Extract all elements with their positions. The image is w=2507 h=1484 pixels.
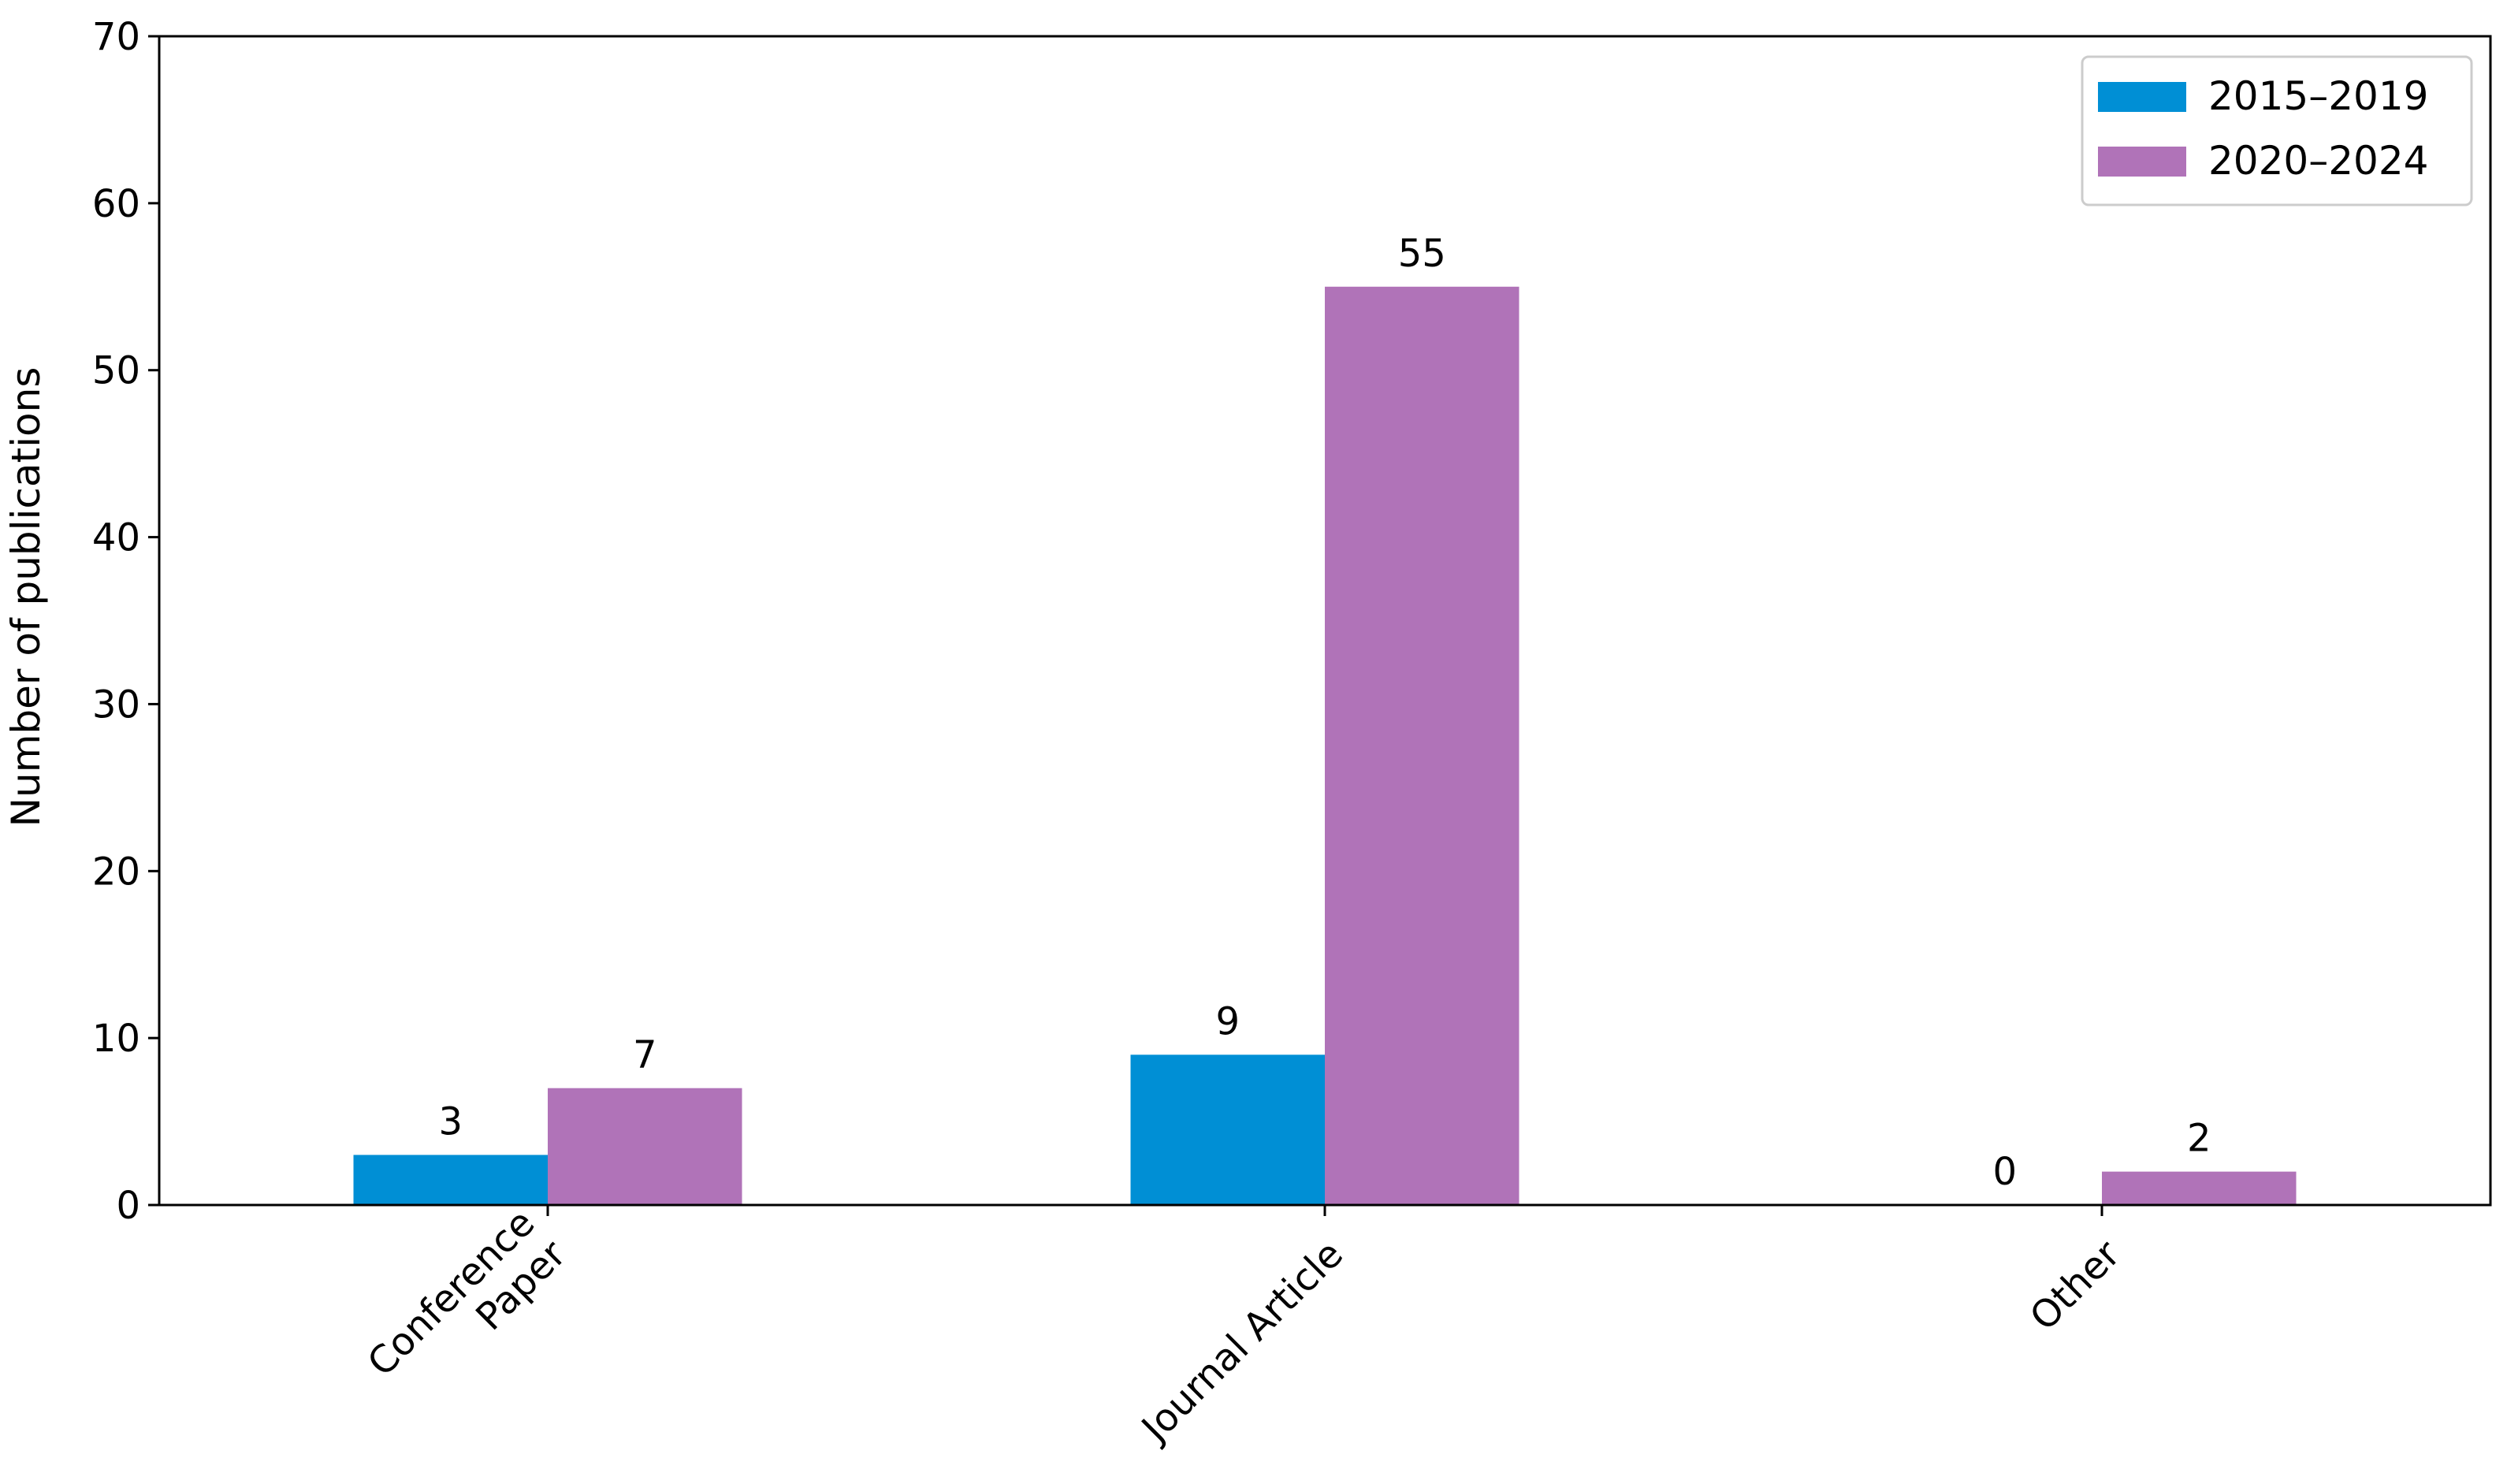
legend-label: 2020–2024 [2208,138,2429,184]
x-category-label: Other [2022,1232,2129,1339]
x-category-label-line: Journal Article [1132,1232,1352,1452]
legend-swatch [2098,82,2186,112]
bar-value-label: 7 [633,1033,657,1077]
bar-value-label: 55 [1398,232,1446,276]
x-category-label-line: Other [2022,1232,2129,1339]
bar-value-label: 9 [1215,999,1240,1043]
bar-value-label: 2 [2187,1117,2211,1161]
bar-value-label: 0 [1992,1150,2017,1194]
x-category-label: Journal Article [1132,1232,1352,1452]
data-labels-layer: 3 7 9 55 0 2 [438,232,2211,1194]
bar-series-2 [1325,286,1519,1206]
y-tick-label: 10 [92,1017,140,1061]
bar-series-1 [1130,1054,1325,1205]
y-tick-label: 30 [92,682,140,727]
legend-swatch [2098,147,2186,177]
legend-label: 2015–2019 [2208,73,2429,119]
y-tick-label: 40 [92,516,140,560]
bar-series-2 [548,1088,742,1205]
bars-layer [353,286,2297,1206]
y-tick-label: 20 [92,850,140,894]
bar-value-label: 3 [438,1099,463,1144]
y-axis: 0 10 20 30 40 50 60 70 [92,15,159,1228]
bar-series-1 [353,1155,548,1205]
y-tick-label: 0 [116,1184,140,1228]
bar-series-2 [2102,1171,2297,1205]
legend: 2015–2019 2020–2024 [2081,55,2473,206]
y-tick-label: 50 [92,349,140,393]
y-tick-label: 60 [92,182,140,226]
y-tick-label: 70 [92,15,140,59]
y-axis-label: Number of publications [3,367,49,828]
